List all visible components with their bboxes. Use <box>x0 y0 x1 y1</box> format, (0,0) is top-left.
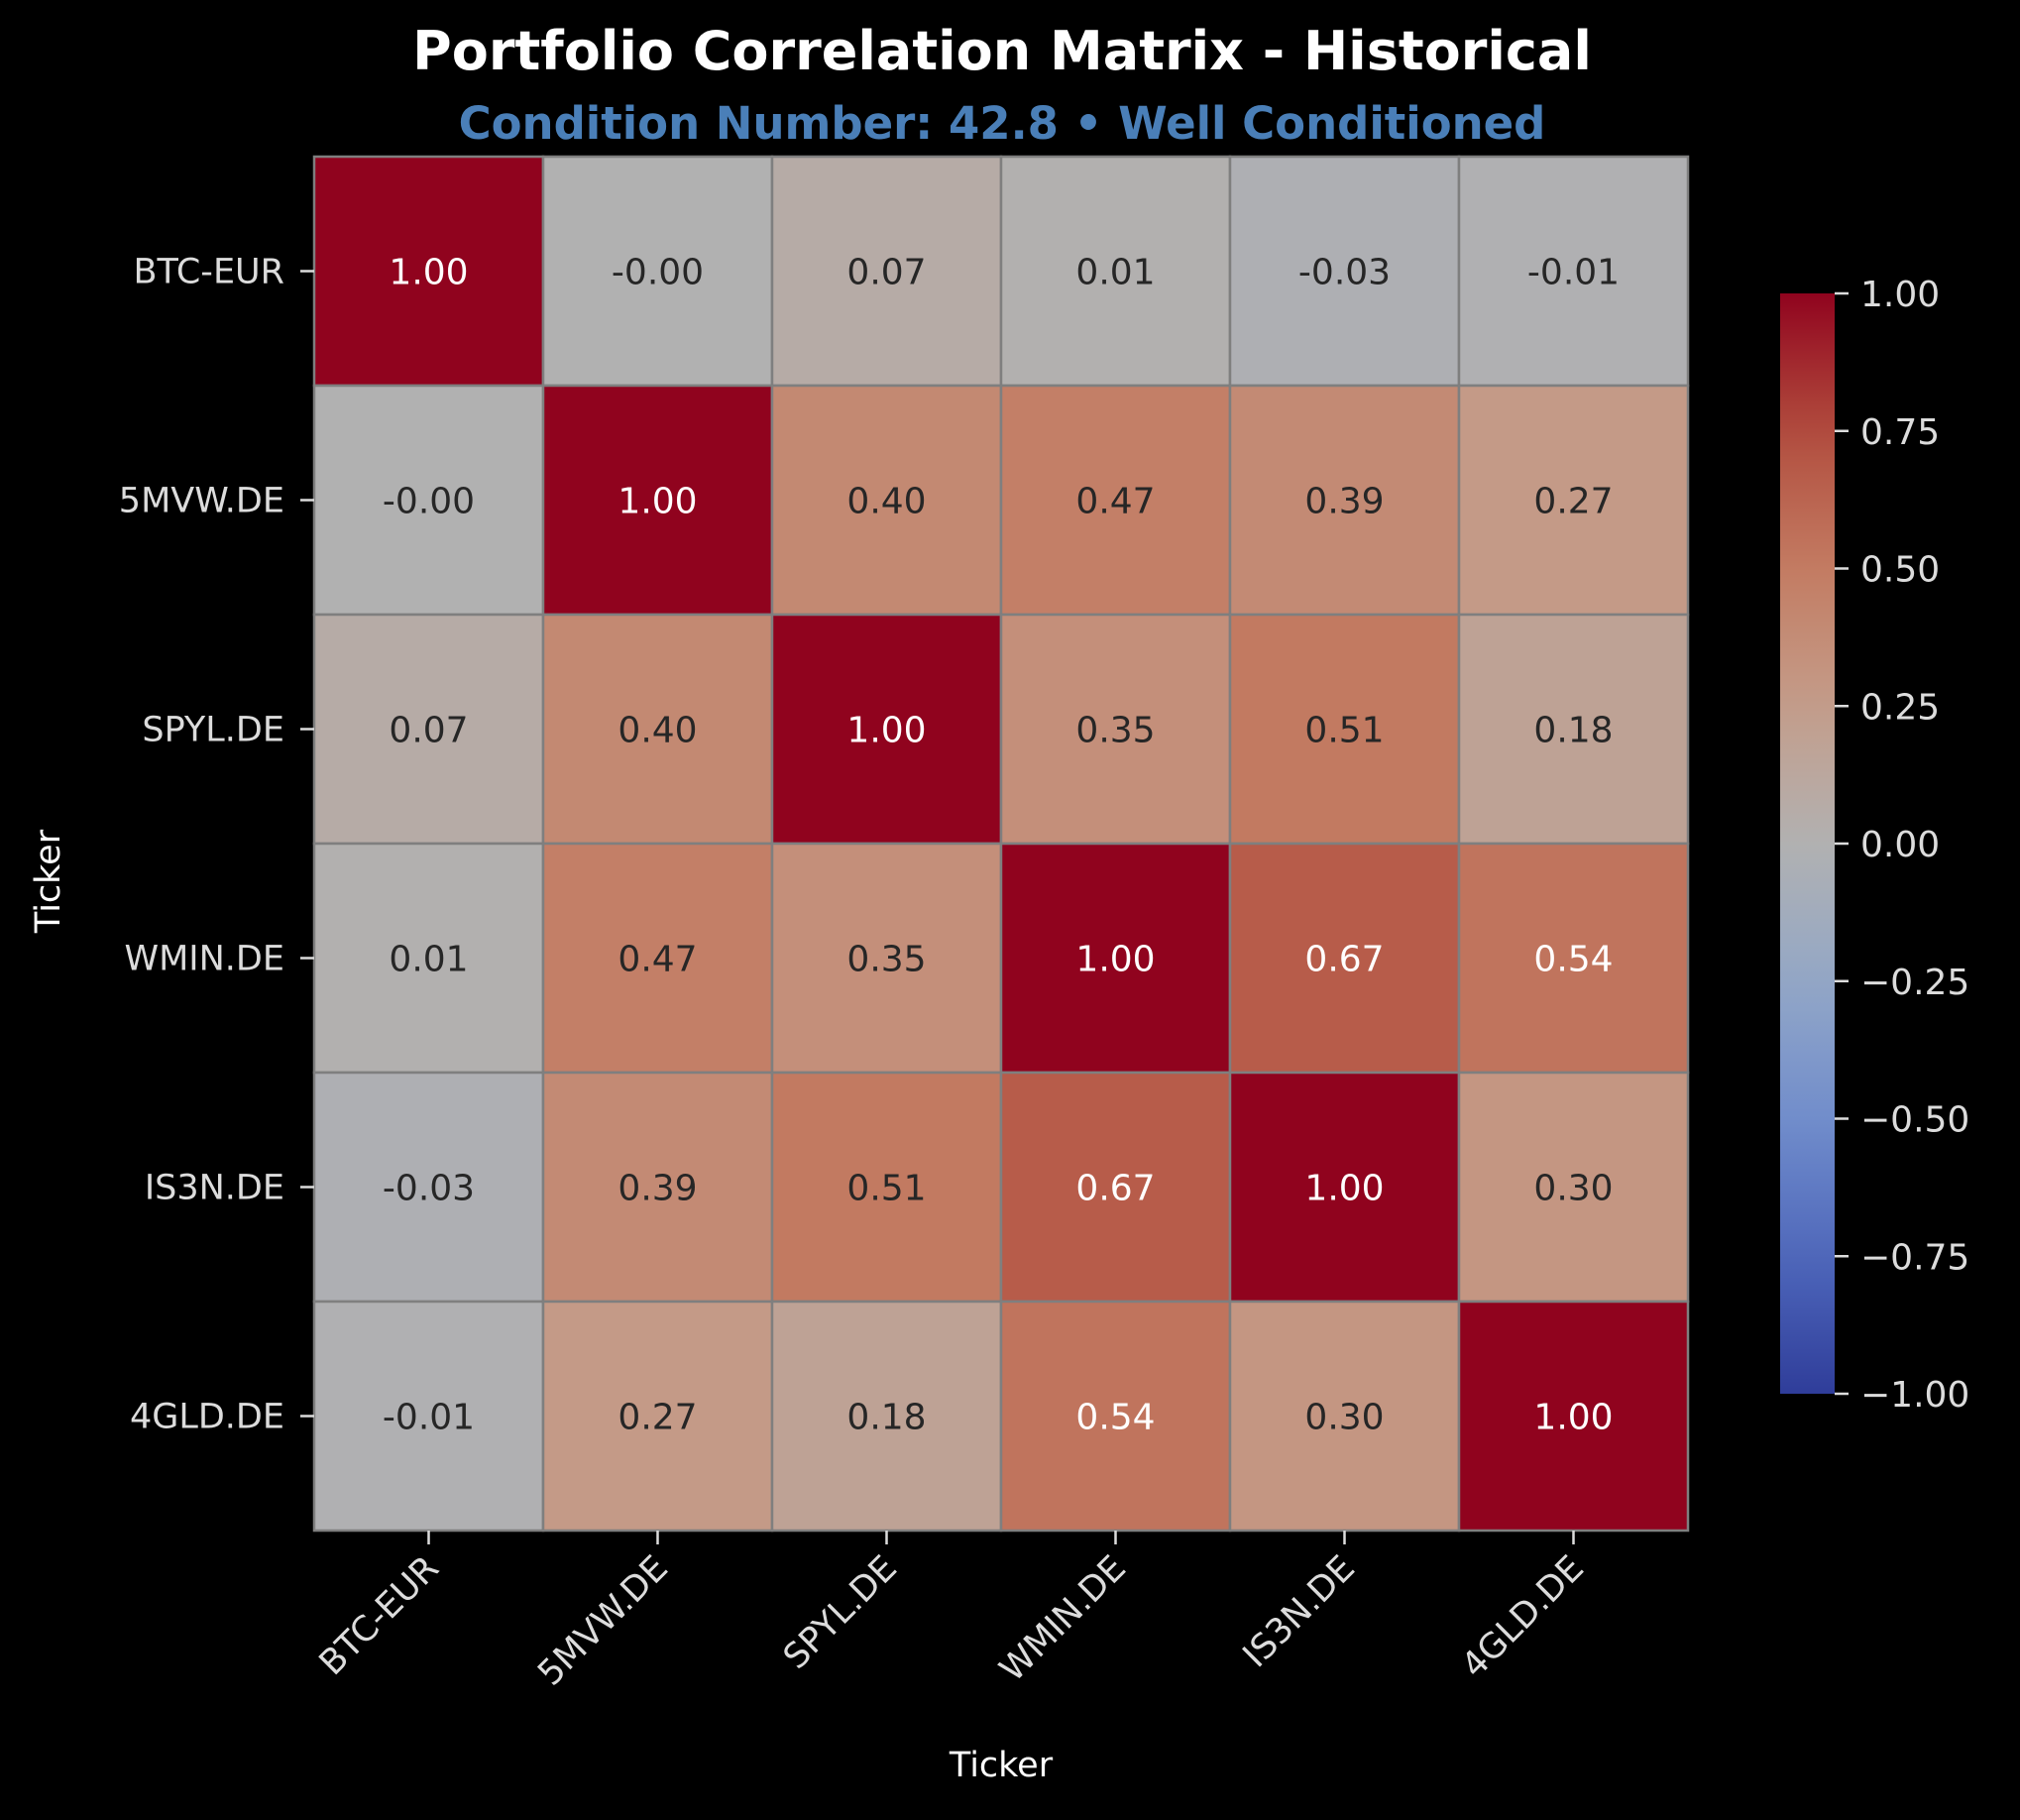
cell-value-label: 0.07 <box>389 711 468 751</box>
cell-value-label: 0.07 <box>846 253 926 293</box>
cell-value-label: 0.67 <box>1304 940 1384 980</box>
cell-value-label: 0.30 <box>1304 1398 1384 1438</box>
y-tick-label: SPYL.DE <box>142 711 284 750</box>
y-tick-label: BTC-EUR <box>134 253 284 292</box>
y-axis: BTC-EUR 5MVW.DE SPYL.DE WMIN.DE IS3N.DE 4GLD.… <box>119 253 314 1437</box>
x-tick-label: WMIN.DE <box>992 1548 1133 1689</box>
heatmap-cell <box>999 384 1232 617</box>
heatmap-cell <box>770 155 1003 388</box>
y-tick-label: 4GLD.DE <box>130 1398 284 1437</box>
heatmap-cell <box>1457 384 1690 617</box>
chart-title: Portfolio Correlation Matrix - Historica… <box>412 20 1592 82</box>
heatmap-cell <box>312 1071 545 1304</box>
cell-value-label: -0.03 <box>383 1169 475 1209</box>
heatmap-cell <box>770 842 1003 1075</box>
y-axis-label: Ticker <box>29 829 68 934</box>
heatmap-cell <box>1457 613 1690 846</box>
cell-value-label: 0.01 <box>1075 253 1155 293</box>
heatmap-cell <box>1228 1300 1461 1533</box>
heatmap-cell <box>1228 842 1461 1075</box>
colorbar-tick-label: 0.25 <box>1860 687 1940 728</box>
cell-value-label: 1.00 <box>1075 940 1155 980</box>
heatmap-cell <box>541 613 774 846</box>
colorbar-tick-label: −1.00 <box>1860 1375 1969 1416</box>
heatmap-cell <box>770 1071 1003 1304</box>
heatmap-cell <box>541 384 774 617</box>
colorbar-gradient <box>1780 293 1835 1394</box>
x-tick-label: BTC-EUR <box>312 1548 447 1683</box>
cell-value-label: 0.35 <box>1075 711 1155 751</box>
x-tick-label: 4GLD.DE <box>1454 1548 1592 1686</box>
cell-value-label: 0.27 <box>1533 482 1613 522</box>
cell-value-label: 1.00 <box>617 482 697 522</box>
chart-subtitle: Condition Number: 42.8 • Well Conditione… <box>459 97 1546 150</box>
x-axis-label: Ticker <box>949 1746 1054 1785</box>
heatmap-cell <box>1228 155 1461 388</box>
colorbar-tick-label: 0.75 <box>1860 412 1940 453</box>
cell-value-label: -0.03 <box>1298 253 1391 293</box>
colorbar-tick-label: 1.00 <box>1860 275 1940 315</box>
colorbar: 1.00 0.75 0.50 0.25 0.00 −0.25 −0.50 −0.75 −1.00 <box>1780 275 1969 1416</box>
cell-value-label: 0.51 <box>1304 711 1384 751</box>
heatmap-cells <box>312 155 1690 1533</box>
heatmap-cell <box>541 842 774 1075</box>
cell-value-label: 0.39 <box>617 1169 697 1209</box>
cell-value-label: -0.01 <box>1527 253 1620 293</box>
cell-value-label: 1.00 <box>1533 1398 1613 1438</box>
colorbar-tick-label: −0.25 <box>1860 963 1969 1003</box>
heatmap-cell <box>770 613 1003 846</box>
heatmap-cell <box>312 1300 545 1533</box>
cell-value-label: 0.18 <box>846 1398 926 1438</box>
heatmap-cell <box>312 842 545 1075</box>
cell-value-label: -0.00 <box>383 482 475 522</box>
cell-value-label: 0.18 <box>1533 711 1613 751</box>
heatmap-cell <box>541 155 774 388</box>
cell-value-label: 0.54 <box>1075 1398 1155 1438</box>
heatmap-cell <box>1457 1071 1690 1304</box>
y-tick-label: 5MVW.DE <box>119 482 284 521</box>
y-tick-label: IS3N.DE <box>145 1169 284 1208</box>
cell-value-label: 0.40 <box>617 711 697 751</box>
colorbar-tick-label: −0.50 <box>1860 1100 1969 1141</box>
cell-value-label: 0.47 <box>617 940 697 980</box>
heatmap-cell <box>999 155 1232 388</box>
heatmap-cell <box>312 155 545 388</box>
colorbar-tick-label: 0.50 <box>1860 550 1940 591</box>
colorbar-tick-label: −0.75 <box>1860 1237 1969 1278</box>
colorbar-tick-label: 0.00 <box>1860 825 1940 865</box>
y-tick-label: WMIN.DE <box>125 940 285 979</box>
heatmap-cell <box>999 613 1232 846</box>
x-tick-label: SPYL.DE <box>776 1548 905 1677</box>
heatmap-cell <box>312 613 545 846</box>
x-tick-label: IS3N.DE <box>1236 1548 1363 1675</box>
heatmap-cell-labels: 1.00 -0.00 0.07 0.01 -0.03 -0.01 -0.00 1.00 0.40… <box>383 253 1620 1438</box>
x-axis: BTC-EUR 5MVW.DE SPYL.DE WMIN.DE IS3N.DE 4GLD.… <box>312 1531 1592 1694</box>
heatmap-cell <box>1457 842 1690 1075</box>
x-tick-label: 5MVW.DE <box>530 1548 676 1694</box>
heatmap-cell <box>1228 1071 1461 1304</box>
heatmap-cell <box>1457 155 1690 388</box>
cell-value-label: 0.54 <box>1533 940 1613 980</box>
heatmap-cell <box>1228 613 1461 846</box>
cell-value-label: 0.39 <box>1304 482 1384 522</box>
heatmap-cell <box>999 1071 1232 1304</box>
cell-value-label: 0.67 <box>1075 1169 1155 1209</box>
cell-value-label: 0.30 <box>1533 1169 1613 1209</box>
cell-value-label: 1.00 <box>1304 1169 1384 1209</box>
cell-value-label: 0.27 <box>617 1398 697 1438</box>
cell-value-label: 0.01 <box>389 940 468 980</box>
cell-value-label: 1.00 <box>846 711 926 751</box>
cell-value-label: 0.35 <box>846 940 926 980</box>
cell-value-label: 0.40 <box>846 482 926 522</box>
cell-value-label: 1.00 <box>389 253 468 293</box>
heatmap-cell <box>999 842 1232 1075</box>
cell-value-label: -0.01 <box>383 1398 475 1438</box>
cell-value-label: -0.00 <box>612 253 704 293</box>
heatmap-cell <box>1457 1300 1690 1533</box>
cell-value-label: 0.51 <box>846 1169 926 1209</box>
cell-value-label: 0.47 <box>1075 482 1155 522</box>
